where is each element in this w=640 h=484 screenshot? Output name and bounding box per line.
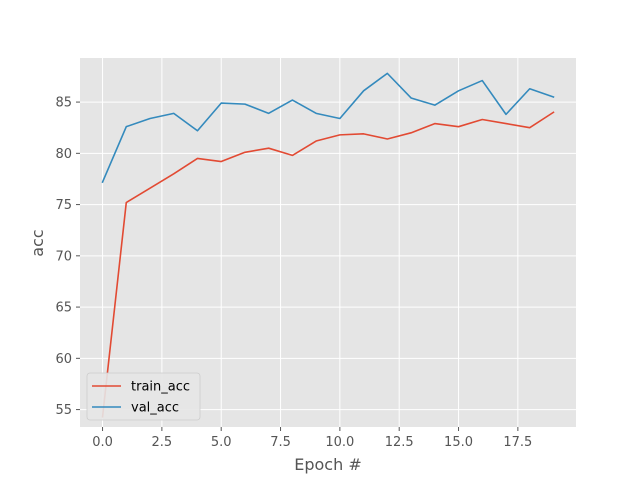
y-tick-label: 65: [55, 301, 72, 316]
y-axis-ticks: 55 60 65 70 75 80 85: [55, 96, 80, 418]
x-tick-label: 0.0: [92, 435, 113, 450]
x-tick-label: 2.5: [152, 435, 173, 450]
legend-box: [86, 372, 201, 421]
x-tick-label: 5.0: [211, 435, 232, 450]
y-tick-label: 85: [55, 96, 72, 111]
x-tick-label: 7.5: [270, 435, 291, 450]
series-line-train-acc: [101, 111, 555, 418]
y-tick-label: 70: [55, 249, 72, 264]
series-lines: [101, 72, 555, 418]
y-tick-label: 55: [55, 403, 72, 418]
x-tick-label: 15.0: [444, 435, 473, 450]
x-axis-ticks: 0.0 2.5 5.0 7.5 10.0 12.5 15.0 17.5: [92, 427, 532, 450]
series-line-val-acc: [101, 72, 555, 184]
legend-label: train_acc: [131, 380, 190, 395]
x-tick-label: 12.5: [385, 435, 414, 450]
x-tick-label: 17.5: [503, 435, 532, 450]
y-tick-label: 60: [55, 352, 72, 367]
legend: train_acc val_acc: [86, 372, 201, 421]
y-axis-label: acc: [28, 229, 47, 256]
plot-area: [80, 58, 576, 427]
legend-label: val_acc: [131, 401, 179, 416]
y-tick-label: 80: [55, 147, 72, 162]
y-tick-label: 75: [55, 198, 72, 213]
x-axis-label: Epoch #: [294, 455, 361, 474]
x-tick-label: 10.0: [325, 435, 354, 450]
